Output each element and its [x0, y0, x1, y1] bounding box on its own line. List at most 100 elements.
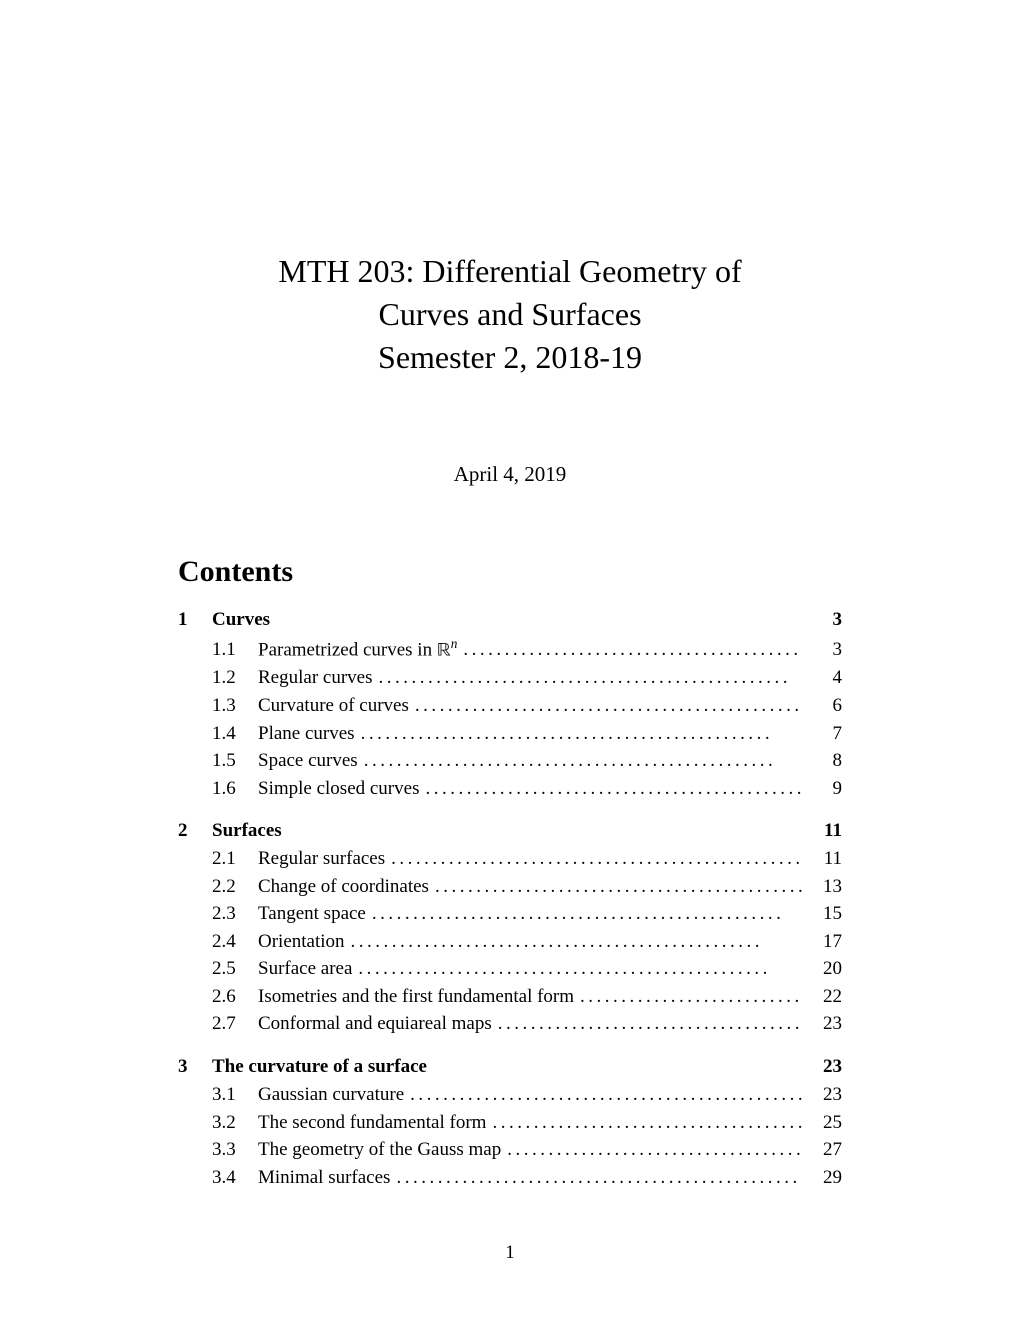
dot-leader: ........................................… [352, 955, 802, 983]
chapter-fill [427, 1056, 802, 1078]
subsection-page: 9 [802, 775, 842, 803]
subsection-title: Change of coordinates [258, 873, 429, 901]
subsection-number: 1.1 [212, 636, 258, 664]
toc-entry-row: 3.1Gaussian curvature...................… [178, 1081, 842, 1109]
toc-entry-row: 1.6Simple closed curves.................… [178, 775, 842, 803]
subsection-number: 1.5 [212, 747, 258, 775]
subsection-page: 8 [802, 747, 842, 775]
subsection-number: 3.4 [212, 1164, 258, 1192]
dot-leader: ........................................… [366, 900, 802, 928]
subsection-number: 2.2 [212, 873, 258, 901]
subsection-number: 3.1 [212, 1081, 258, 1109]
toc-section: 3The curvature of a surface233.1Gaussian… [178, 1056, 842, 1191]
chapter-number: 1 [178, 609, 212, 631]
subsection-page: 7 [802, 720, 842, 748]
subsection-page: 23 [802, 1010, 842, 1038]
toc-entry-row: 1.4Plane curves.........................… [178, 720, 842, 748]
document-date: April 4, 2019 [178, 462, 842, 487]
toc-entry-row: 2.5Surface area.........................… [178, 955, 842, 983]
subsection-page: 25 [802, 1109, 842, 1137]
toc-entry-row: 3.4Minimal surfaces.....................… [178, 1164, 842, 1192]
dot-leader: ........................................… [345, 928, 802, 956]
toc-entry-row: 2.7Conformal and equiareal maps.........… [178, 1010, 842, 1038]
subsection-page: 15 [802, 900, 842, 928]
document-page: MTH 203: Differential Geometry of Curves… [0, 0, 1020, 1251]
toc-entry-row: 2.2Change of coordinates................… [178, 873, 842, 901]
table-of-contents: 1Curves31.1Parametrized curves in ℝn....… [178, 609, 842, 1192]
subsection-title: Space curves [258, 747, 358, 775]
subsection-number: 2.5 [212, 955, 258, 983]
toc-section: 1Curves31.1Parametrized curves in ℝn....… [178, 609, 842, 803]
subsection-page: 3 [802, 636, 842, 664]
toc-chapter-row: 1Curves 3 [178, 609, 842, 631]
subsection-number: 1.4 [212, 720, 258, 748]
subsection-title: Regular surfaces [258, 845, 385, 873]
subsection-title: Isometries and the first fundamental for… [258, 983, 574, 1011]
dot-leader: ........................................… [486, 1109, 802, 1137]
subsection-page: 13 [802, 873, 842, 901]
dot-leader: ........................................… [457, 636, 802, 664]
subsection-number: 2.7 [212, 1010, 258, 1038]
dot-leader: ........................................… [355, 720, 802, 748]
chapter-number: 3 [178, 1056, 212, 1078]
chapter-title: The curvature of a surface [212, 1056, 427, 1078]
subsection-title: Regular curves [258, 664, 372, 692]
subsection-page: 23 [802, 1081, 842, 1109]
subsection-number: 3.3 [212, 1136, 258, 1164]
page-number: 1 [0, 1242, 1020, 1264]
dot-leader: ........................................… [429, 873, 802, 901]
subsection-page: 27 [802, 1136, 842, 1164]
dot-leader: ........................................… [501, 1136, 802, 1164]
dot-leader: ........................................… [404, 1081, 802, 1109]
toc-entry-row: 2.3Tangent space........................… [178, 900, 842, 928]
subsection-number: 3.2 [212, 1109, 258, 1137]
subsection-page: 4 [802, 664, 842, 692]
subsection-title: Curvature of curves [258, 692, 409, 720]
subsection-title: Tangent space [258, 900, 366, 928]
chapter-title: Surfaces [212, 820, 282, 842]
subsection-number: 2.6 [212, 983, 258, 1011]
toc-chapter-row: 2Surfaces11 [178, 820, 842, 842]
toc-section: 2Surfaces11 2.1Regular surfaces..........… [178, 820, 842, 1038]
toc-entry-row: 1.2Regular curves.......................… [178, 664, 842, 692]
dot-leader: ........................................… [409, 692, 802, 720]
title-line-3: Semester 2, 2018-19 [178, 336, 842, 379]
dot-leader: ........................................… [492, 1010, 802, 1038]
dot-leader: ........................................… [385, 845, 802, 873]
subsection-title: The geometry of the Gauss map [258, 1136, 501, 1164]
toc-entry-row: 1.5Space curves.........................… [178, 747, 842, 775]
subsection-page: 22 [802, 983, 842, 1011]
toc-entry-row: 2.1Regular surfaces.....................… [178, 845, 842, 873]
toc-entry-row: 3.3The geometry of the Gauss map........… [178, 1136, 842, 1164]
subsection-title: Minimal surfaces [258, 1164, 390, 1192]
title-line-2: Curves and Surfaces [178, 293, 842, 336]
toc-entry-row: 2.6Isometries and the first fundamental … [178, 983, 842, 1011]
title-line-1: MTH 203: Differential Geometry of [178, 250, 842, 293]
chapter-title: Curves [212, 609, 270, 631]
subsection-title: Simple closed curves [258, 775, 419, 803]
subsection-title: Gaussian curvature [258, 1081, 404, 1109]
subsection-title: The second fundamental form [258, 1109, 486, 1137]
dot-leader: ........................................… [574, 983, 802, 1011]
title-block: MTH 203: Differential Geometry of Curves… [178, 250, 842, 380]
subsection-page: 20 [802, 955, 842, 983]
subsection-page: 6 [802, 692, 842, 720]
toc-chapter-row: 3The curvature of a surface 23 [178, 1056, 842, 1078]
subsection-page: 29 [802, 1164, 842, 1192]
dot-leader: ........................................… [372, 664, 802, 692]
subsection-number: 1.2 [212, 664, 258, 692]
subsection-title: Plane curves [258, 720, 355, 748]
subsection-number: 2.4 [212, 928, 258, 956]
subsection-page: 17 [802, 928, 842, 956]
toc-entry-row: 1.3Curvature of curves..................… [178, 692, 842, 720]
subsection-number: 1.6 [212, 775, 258, 803]
chapter-page: 3 [802, 609, 842, 631]
chapter-page: 23 [802, 1056, 842, 1078]
subsection-title: Conformal and equiareal maps [258, 1010, 492, 1038]
dot-leader: ........................................… [358, 747, 802, 775]
contents-heading: Contents [178, 555, 842, 589]
chapter-fill [282, 820, 802, 842]
chapter-number: 2 [178, 820, 212, 842]
toc-entry-row: 3.2The second fundamental form..........… [178, 1109, 842, 1137]
chapter-fill [270, 609, 802, 631]
